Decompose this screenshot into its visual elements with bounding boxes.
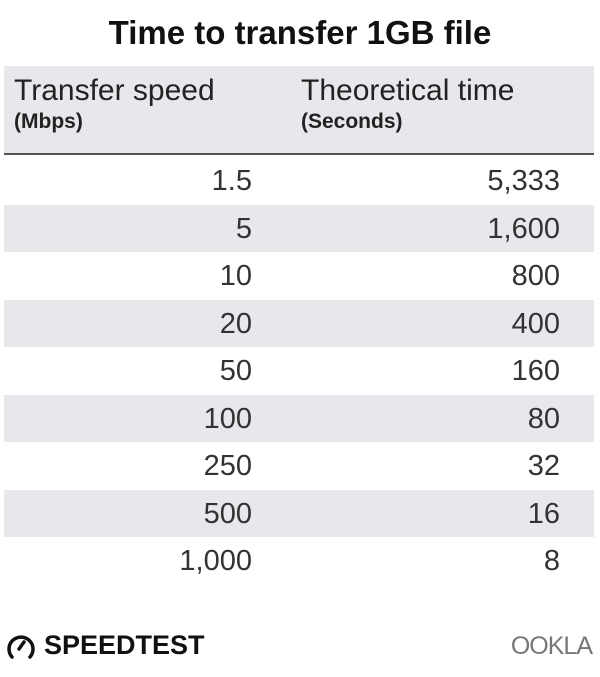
speed-cell: 250 <box>203 450 252 482</box>
speed-cell: 1.5 <box>211 165 252 197</box>
time-cell: 80 <box>527 402 560 435</box>
speed-cell: 500 <box>203 497 252 530</box>
speedometer-icon <box>7 634 35 659</box>
table-row: 500 16 <box>4 489 594 537</box>
header-label: Transfer speed <box>14 74 215 107</box>
header-label: Theoretical time <box>301 74 515 107</box>
ookla-logo: OOKLA <box>510 632 593 660</box>
table-row: 5 1,600 <box>4 204 594 252</box>
table-row: 100 80 <box>4 394 594 442</box>
table-row: 250 32 <box>4 442 594 490</box>
speed-cell: 50 <box>219 355 252 387</box>
header-transfer-speed: Transfer speed (Mbps) <box>14 74 215 134</box>
header-theoretical-time: Theoretical time (Seconds) <box>301 74 514 134</box>
header-unit: (Seconds) <box>301 110 403 133</box>
time-cell: 160 <box>511 355 560 387</box>
speed-cell: 10 <box>219 260 252 292</box>
speed-cell: 1,000 <box>179 545 252 577</box>
time-cell: 1,600 <box>487 212 560 245</box>
time-cell: 32 <box>527 450 560 482</box>
time-cell: 800 <box>511 260 560 292</box>
table-row: 50 160 <box>4 347 594 395</box>
speedtest-logo: SPEEDTEST <box>6 630 205 661</box>
time-cell: 8 <box>543 545 560 577</box>
time-cell: 400 <box>511 307 560 340</box>
table-row: 10 800 <box>4 252 594 300</box>
table-row: 20 400 <box>4 299 594 347</box>
speed-cell: 100 <box>203 402 252 435</box>
table-header: Transfer speed (Mbps) Theoretical time (… <box>4 66 594 155</box>
time-cell: 5,333 <box>487 165 560 197</box>
time-cell: 16 <box>527 497 560 530</box>
speed-cell: 5 <box>235 212 252 245</box>
table-row: 1.5 5,333 <box>4 157 594 205</box>
header-unit: (Mbps) <box>14 110 83 133</box>
chart-title: Time to transfer 1GB file <box>108 14 492 51</box>
speed-cell: 20 <box>219 307 252 340</box>
speedtest-wordmark: SPEEDTEST <box>44 630 205 660</box>
table-body: 1.5 5,333 5 1,600 10 800 20 400 50 160 100 80 250 32 5… <box>4 157 594 585</box>
table-row: 1,000 8 <box>4 537 594 585</box>
